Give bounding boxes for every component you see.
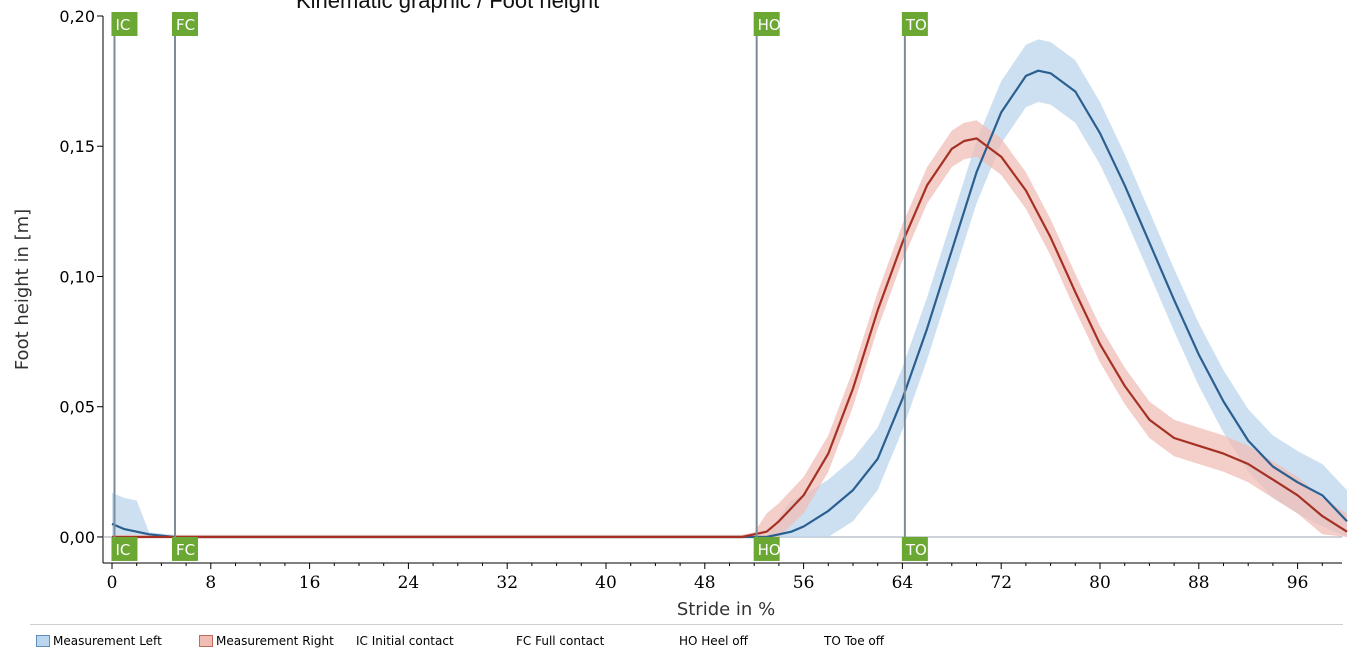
event-label-to: TO xyxy=(905,16,927,34)
event-label-fc: FC xyxy=(176,16,195,34)
y-axis-label: Foot height in [m] xyxy=(12,209,33,370)
event-label-ic: IC xyxy=(115,541,130,559)
y-tick-label: 0,10 xyxy=(59,267,95,286)
series-band-1 xyxy=(112,120,1347,537)
x-tick-label: 56 xyxy=(793,573,815,593)
event-label-fc: FC xyxy=(176,541,195,559)
event-badge-fc xyxy=(171,12,198,36)
legend-label-ic: IC Initial contact xyxy=(356,634,454,648)
event-badge-to xyxy=(901,536,928,561)
event-badge-fc xyxy=(171,536,198,561)
series-line-0 xyxy=(111,69,1348,539)
x-tick-label: 0 xyxy=(107,573,118,593)
legend-item-to: TO Toe off xyxy=(824,634,884,648)
legend-label-left: Measurement Left xyxy=(53,634,162,648)
legend-item-right: Measurement Right xyxy=(199,634,356,648)
series-band-0 xyxy=(112,39,1347,538)
legend-label-right: Measurement Right xyxy=(216,634,334,648)
x-tick-label: 40 xyxy=(595,573,617,593)
legend-label-fc: FC Full contact xyxy=(516,634,605,648)
event-badge-ho xyxy=(753,536,780,561)
event-label-ho: HO xyxy=(758,541,781,559)
legend: Measurement Left Measurement Right IC In… xyxy=(36,632,884,650)
series-line-1 xyxy=(112,137,1348,539)
x-tick-label: 48 xyxy=(694,573,716,593)
chart-svg: 0,00 0,05 0,10 0,15 0,20 0 8 16 24 32 40 48 56 64 72 80… xyxy=(12,7,1348,620)
x-tick-label: 80 xyxy=(1089,573,1111,593)
legend-item-left: Measurement Left xyxy=(36,634,199,648)
legend-label-ho: HO Heel off xyxy=(679,634,748,648)
x-tick-label: 96 xyxy=(1287,573,1309,593)
y-tick-label: 0,05 xyxy=(59,398,95,417)
y-tick-label: 0,15 xyxy=(59,137,95,156)
legend-swatch-right xyxy=(199,635,213,647)
legend-label-to: TO Toe off xyxy=(824,634,885,648)
y-tick-label: 0,20 xyxy=(59,7,95,26)
chart-title: Kinematic graphic / Foot height xyxy=(296,0,600,13)
event-label-to: TO xyxy=(905,541,927,559)
x-tick-label: 64 xyxy=(892,573,914,593)
y-tick-label: 0,00 xyxy=(59,528,95,547)
event-label-ic: IC xyxy=(115,16,130,34)
x-tick-label: 8 xyxy=(205,573,216,593)
legend-item-fc: FC Full contact xyxy=(516,634,679,648)
event-badge-ho xyxy=(753,12,780,36)
x-tick-label: 24 xyxy=(398,573,420,593)
legend-divider xyxy=(30,624,1343,625)
event-badge-to xyxy=(901,12,928,36)
x-tick-label: 16 xyxy=(299,573,321,593)
x-tick-label: 32 xyxy=(496,573,518,593)
event-label-ho: HO xyxy=(758,16,781,34)
legend-item-ho: HO Heel off xyxy=(679,634,824,648)
x-axis-label: Stride in % xyxy=(677,599,775,620)
event-badge-ic xyxy=(111,12,138,36)
legend-item-ic: IC Initial contact xyxy=(356,634,516,648)
x-tick-label: 88 xyxy=(1188,573,1210,593)
legend-swatch-left xyxy=(36,635,50,647)
event-badge-ic xyxy=(111,536,138,561)
x-tick-label: 72 xyxy=(990,573,1012,593)
